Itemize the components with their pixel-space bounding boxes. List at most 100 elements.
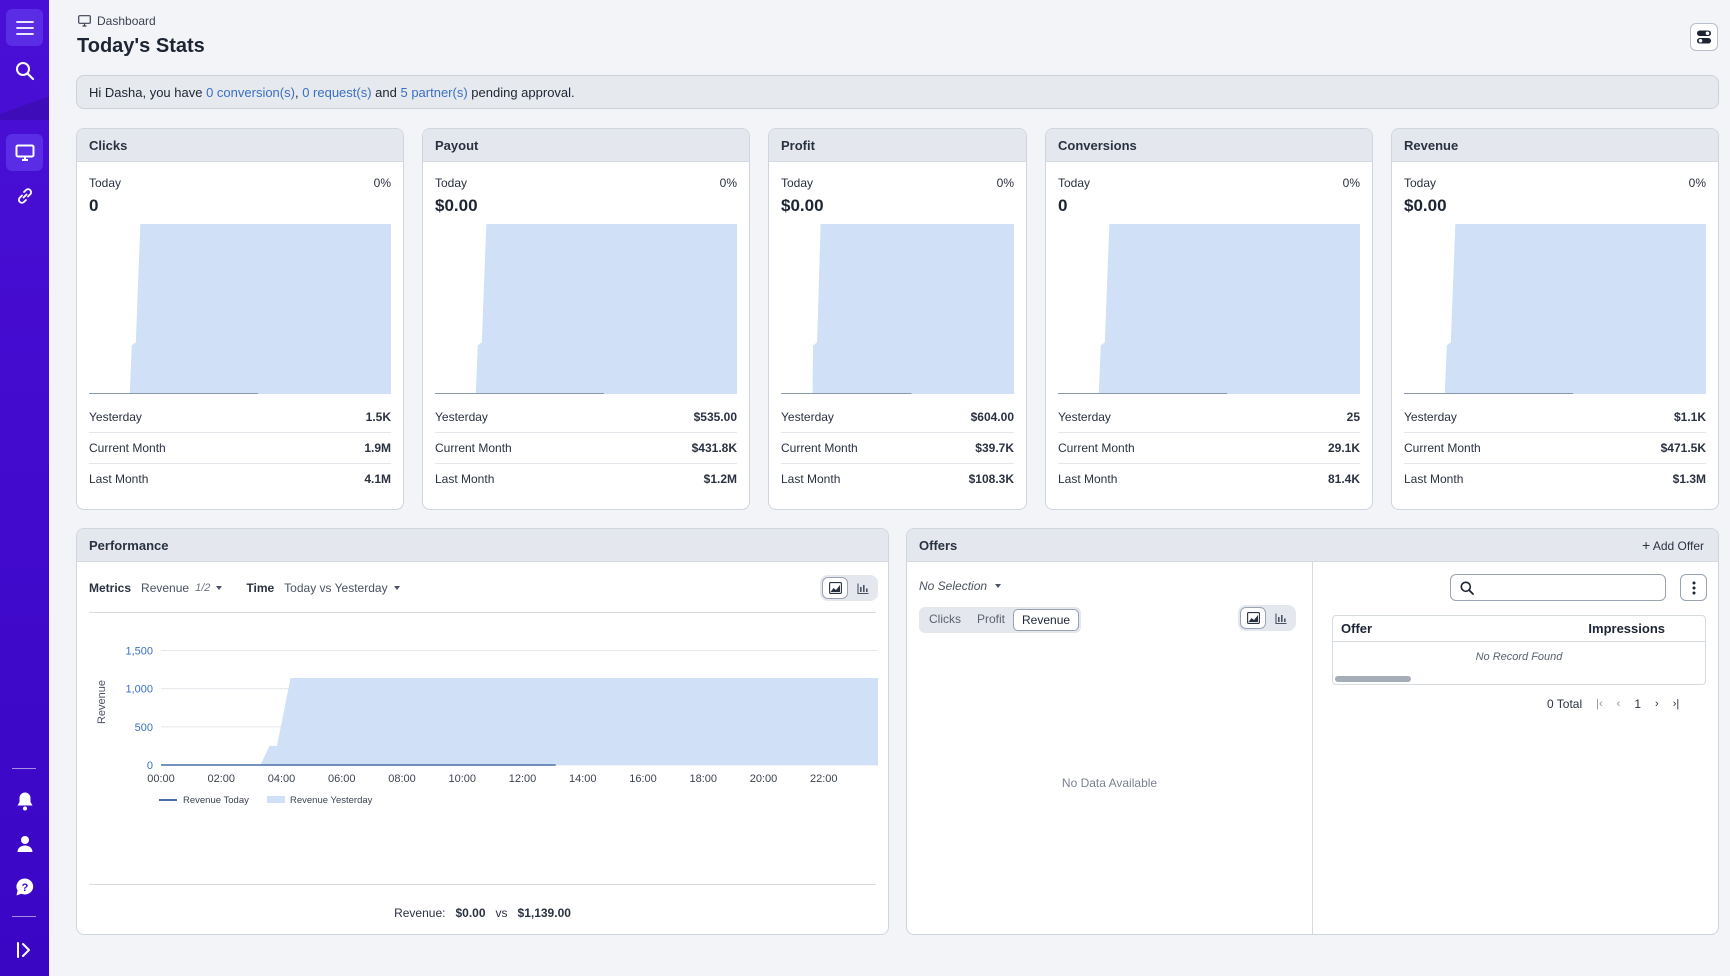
notice-suffix: pending approval. xyxy=(467,85,575,100)
offers-panel: Offers + Add Offer No Selection Clicks P… xyxy=(906,528,1719,935)
x-tick-label: 02:00 xyxy=(207,773,235,785)
column-header-impressions[interactable]: Impressions xyxy=(1588,621,1665,636)
search-button[interactable] xyxy=(6,52,43,89)
x-tick-label: 12:00 xyxy=(509,773,537,785)
x-tick-label: 14:00 xyxy=(569,773,597,785)
area-chart-button[interactable] xyxy=(822,577,848,599)
sparkline-yesterday-area xyxy=(812,224,1014,394)
current-page[interactable]: 1 xyxy=(1634,697,1642,711)
prev-page-icon[interactable]: ‹ xyxy=(1616,698,1621,710)
bar-chart-button[interactable] xyxy=(850,577,876,599)
breadcrumb-label[interactable]: Dashboard xyxy=(97,14,156,28)
stat-row: Current Month $431.8K xyxy=(435,433,737,464)
search-icon xyxy=(1460,581,1474,595)
offer-search-input[interactable] xyxy=(1450,574,1666,601)
today-row: Today 0% xyxy=(89,176,391,190)
summary-today-value: $0.00 xyxy=(455,906,486,920)
stat-row: Current Month $39.7K xyxy=(781,433,1014,464)
partners-link[interactable]: 5 partner(s) xyxy=(400,85,468,100)
stat-row-label: Current Month xyxy=(435,441,512,455)
stat-row-label: Current Month xyxy=(1404,441,1481,455)
total-count: 0 Total xyxy=(1547,697,1583,711)
horizontal-scrollbar[interactable] xyxy=(1335,676,1411,682)
stat-row: Yesterday $535.00 xyxy=(435,402,737,433)
sparkline-chart xyxy=(1058,224,1360,394)
first-page-icon[interactable]: |‹ xyxy=(1596,698,1603,710)
stat-row: Last Month 4.1M xyxy=(89,464,391,495)
change-percent: 0% xyxy=(719,176,737,190)
time-dropdown[interactable]: Today vs Yesterday xyxy=(284,581,388,595)
stat-row-label: Current Month xyxy=(1058,441,1135,455)
stat-row-value: 81.4K xyxy=(1327,472,1360,486)
sidebar-item-links[interactable] xyxy=(6,177,43,214)
layout-toggle-button[interactable] xyxy=(1690,23,1718,51)
time-caret-icon[interactable] xyxy=(393,586,400,590)
segment-profit[interactable]: Profit xyxy=(977,612,1006,626)
today-value: 0 xyxy=(89,196,99,215)
stat-card-revenue: Revenue Today 0% $0.00 Yesterday $1.1K C… xyxy=(1391,128,1719,510)
sparkline-yesterday-area xyxy=(1098,224,1360,394)
stat-row-value: $1.3M xyxy=(1672,472,1706,486)
area-chart-button[interactable] xyxy=(1240,607,1266,629)
no-data-message: No Data Available xyxy=(1061,776,1158,790)
notice-prefix: Hi Dasha, you have xyxy=(89,85,207,100)
x-tick-label: 20:00 xyxy=(750,773,778,785)
expand-icon xyxy=(16,941,30,958)
performance-chart: 0 500 1,000 1,500 Revenue 00:00 02:00 04:00 06:0… xyxy=(96,645,878,806)
stat-row: Last Month $1.2M xyxy=(435,464,737,495)
selection-dropdown[interactable]: No Selection xyxy=(919,579,1002,593)
dashboard-icon xyxy=(15,144,34,161)
pagination: 0 Total |‹ ‹ 1 › ›| xyxy=(1547,697,1679,711)
today-row: Today 0% xyxy=(781,176,1014,190)
link-icon xyxy=(17,187,32,204)
stat-row-value: 25 xyxy=(1346,410,1360,424)
profile-button[interactable] xyxy=(6,825,43,862)
next-page-icon[interactable]: › xyxy=(1655,698,1659,710)
add-offer-button[interactable]: + Add Offer xyxy=(1642,529,1704,563)
column-header-offer[interactable]: Offer xyxy=(1341,621,1373,636)
stat-row: Yesterday $604.00 xyxy=(781,402,1014,433)
more-options-button[interactable] xyxy=(1680,574,1707,601)
today-label: Today xyxy=(1404,176,1437,190)
offers-header: Offers + Add Offer xyxy=(907,529,1718,562)
stat-row-value: 1.9M xyxy=(364,441,391,455)
today-label: Today xyxy=(435,176,468,190)
change-percent: 0% xyxy=(1342,176,1360,190)
expand-sidebar-button[interactable] xyxy=(6,931,43,968)
stat-row-label: Yesterday xyxy=(1404,410,1457,424)
stat-row: Yesterday 1.5K xyxy=(89,402,391,433)
monitor-icon xyxy=(78,15,91,27)
sidebar: ? xyxy=(0,0,49,976)
sidebar-item-dashboard[interactable] xyxy=(6,134,43,171)
last-page-icon[interactable]: ›| xyxy=(1672,698,1680,710)
segment-revenue[interactable]: Revenue xyxy=(1013,609,1080,631)
offers-chart-type-toggle xyxy=(1238,605,1296,631)
notice-sep: , xyxy=(294,85,303,100)
requests-link[interactable]: 0 request(s) xyxy=(302,85,372,100)
bar-chart-button[interactable] xyxy=(1268,607,1294,629)
notifications-button[interactable] xyxy=(6,782,43,819)
help-button[interactable]: ? xyxy=(6,868,43,905)
metrics-caret-icon[interactable] xyxy=(216,586,223,590)
stat-row-label: Yesterday xyxy=(781,410,834,424)
conversions-link[interactable]: 0 conversion(s) xyxy=(206,85,295,100)
change-percent: 0% xyxy=(1688,176,1706,190)
summary-vs: vs xyxy=(495,906,508,920)
sparkline-yesterday-area xyxy=(129,224,391,394)
today-value: $0.00 xyxy=(781,196,824,215)
menu-button[interactable] xyxy=(6,9,43,46)
x-tick-label: 04:00 xyxy=(268,773,296,785)
no-record-message: No Record Found xyxy=(1475,651,1563,663)
segment-clicks[interactable]: Clicks xyxy=(929,612,961,626)
sparkline-chart xyxy=(435,224,737,394)
notice-sep: and xyxy=(371,85,401,100)
selection-caret-icon xyxy=(995,584,1002,588)
sparkline-chart xyxy=(1404,224,1706,394)
bar-chart-icon xyxy=(857,583,869,594)
today-row: Today 0% xyxy=(435,176,737,190)
help-icon: ? xyxy=(15,877,33,895)
metrics-dropdown[interactable]: Revenue xyxy=(141,581,190,595)
stat-row-value: 29.1K xyxy=(1327,441,1360,455)
table-header: Offer Impressions xyxy=(1333,616,1705,642)
stat-row-value: $1.2M xyxy=(703,472,737,486)
